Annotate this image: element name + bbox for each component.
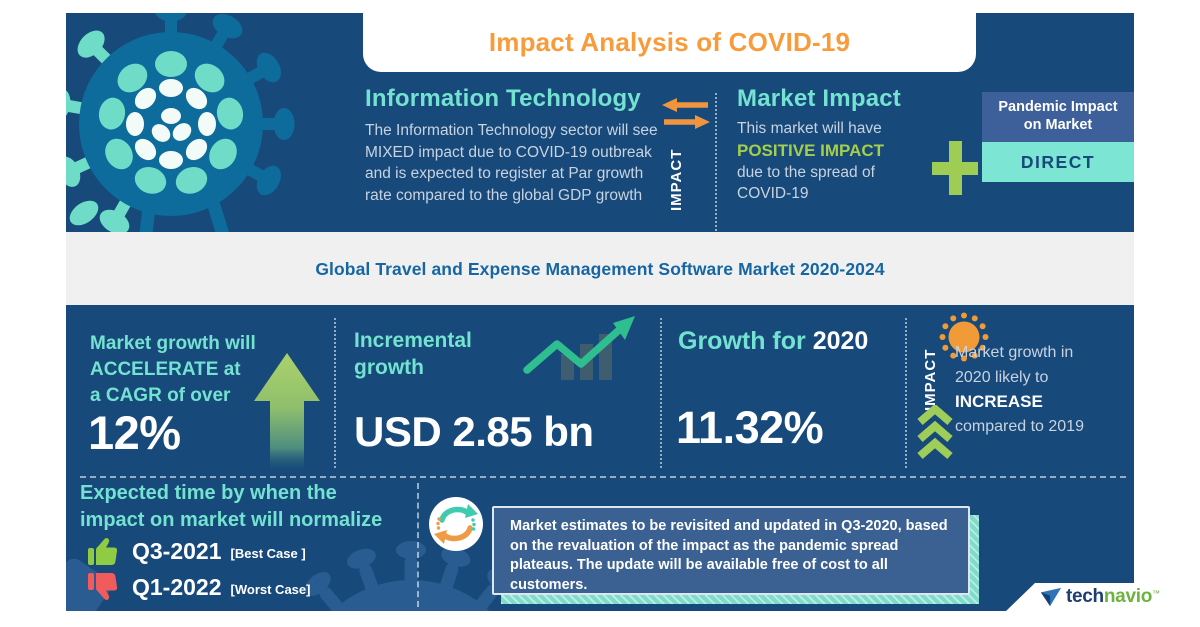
content-canvas: Impact Analysis of COVID-19 Information …	[66, 13, 1134, 611]
logo-wedge	[1005, 583, 1200, 612]
incremental-heading: Incremental growth	[354, 329, 472, 379]
impact-vertical-label: IMPACT	[668, 148, 685, 211]
logo-text-tech: tech	[1066, 586, 1104, 607]
badge-value: DIRECT	[982, 142, 1134, 182]
title-banner: Impact Analysis of COVID-19	[363, 13, 976, 72]
market-impact-line1: This market will have	[737, 120, 882, 137]
badge-label: Pandemic Impact on Market	[982, 92, 1134, 142]
coronavirus-icon	[66, 13, 295, 272]
refresh-icon	[429, 497, 483, 551]
exchange-arrows-icon	[662, 98, 710, 129]
sector-title: Information Technology	[365, 85, 641, 112]
virus-sun-icon	[939, 312, 989, 362]
best-case-label: [Best Case ]	[230, 546, 306, 561]
stats-divider-1	[334, 318, 336, 468]
market-impact-line3: COVID-19	[737, 185, 809, 202]
impact-2020-text: Market growth in 2020 likely to INCREASE…	[955, 344, 1084, 435]
chevrons-up-icon	[917, 405, 953, 460]
page-title: Impact Analysis of COVID-19	[488, 27, 851, 57]
growth-2020-heading: Growth for 2020	[678, 327, 869, 355]
header-divider	[715, 93, 717, 235]
cagr-heading: Market growth will ACCELERATE at a CAGR …	[90, 333, 256, 406]
market-impact-highlight: POSITIVE IMPACT	[737, 140, 885, 160]
incremental-value: USD 2.85 bn	[354, 408, 594, 455]
market-impact-line2: due to the spread of	[737, 163, 875, 181]
technavio-logo: tech navio ™	[1040, 586, 1160, 608]
impact-2020-vertical-label: IMPACT	[922, 348, 939, 411]
bottom-divider	[417, 483, 419, 607]
growth-arrow-icon	[254, 353, 320, 475]
worst-case-label: [Worst Case]	[230, 582, 311, 597]
cagr-value: 12%	[88, 406, 181, 459]
technavio-logo-icon	[1040, 587, 1062, 607]
trend-line-icon	[523, 316, 635, 380]
thumbs-down-icon	[88, 573, 118, 601]
thumbs-up-icon	[88, 537, 118, 565]
stats-divider-2	[660, 318, 662, 468]
market-impact-block: Market Impact This market will have POSI…	[737, 85, 937, 205]
normalize-heading: Expected time by when the impact on mark…	[80, 482, 383, 531]
sector-block: Information Technology The Information T…	[365, 85, 685, 206]
stats-divider-3	[905, 318, 907, 468]
plus-icon	[932, 141, 978, 195]
market-impact-title: Market Impact	[737, 85, 901, 112]
section-divider	[80, 476, 1126, 478]
worst-case-row: Q1-2022 [Worst Case]	[86, 571, 310, 603]
logo-trademark: ™	[1152, 588, 1160, 598]
growth-2020-value: 11.32%	[676, 402, 824, 453]
worst-case-quarter: Q1-2022	[132, 573, 222, 600]
logo-text-navio: navio	[1103, 586, 1152, 607]
sector-body: The Information Technology sector will s…	[365, 122, 658, 204]
best-case-row: Q3-2021 [Best Case ]	[86, 535, 306, 567]
note-text: Market estimates to be revisited and upd…	[510, 518, 948, 593]
best-case-quarter: Q3-2021	[132, 537, 222, 564]
note-box: Market estimates to be revisited and upd…	[492, 506, 970, 595]
market-title-band: Global Travel and Expense Management Sof…	[66, 232, 1134, 305]
market-title: Global Travel and Expense Management Sof…	[315, 259, 885, 279]
pandemic-impact-badge: Pandemic Impact on Market DIRECT	[982, 92, 1134, 182]
